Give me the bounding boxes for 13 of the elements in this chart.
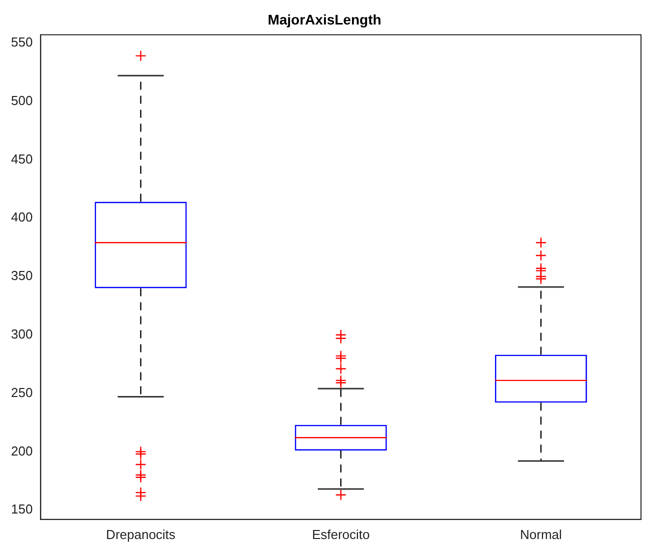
y-tick-label: 200 (10, 443, 33, 458)
y-tick-label: 350 (10, 268, 33, 284)
x-tick-label: Esferocito (312, 526, 370, 542)
y-tick-label: 300 (10, 326, 33, 342)
y-tick-label: 550 (10, 34, 33, 50)
x-tick-label: Drepanocits (106, 526, 176, 542)
x-tick-label: Normal (520, 526, 562, 542)
y-tick-label: 400 (10, 210, 33, 225)
y-tick-label: 250 (10, 384, 33, 400)
y-tick-label: 500 (10, 92, 33, 108)
y-tick-label: 150 (10, 502, 33, 517)
chart-title: MajorAxisLength (268, 11, 382, 28)
y-tick-label: 450 (10, 151, 33, 166)
